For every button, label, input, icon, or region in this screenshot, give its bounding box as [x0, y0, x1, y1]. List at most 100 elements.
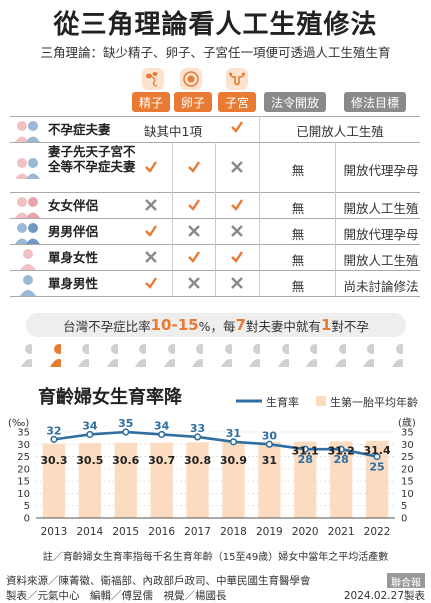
- uterus-icon: [226, 68, 248, 90]
- header-law-open: 法令開放: [264, 92, 326, 112]
- x-tick-label: 2014: [76, 526, 103, 538]
- cross-icon: [231, 161, 243, 173]
- birth-rate-point: [50, 435, 58, 443]
- birth-rate-label: 32: [46, 424, 61, 437]
- person-icon: [21, 344, 32, 367]
- age-bar: [114, 442, 137, 518]
- left-tick-label: 15: [17, 477, 30, 488]
- person-icon: [220, 344, 232, 367]
- header-egg: 卵子: [174, 92, 212, 112]
- production-credits: 製表／元氣中心 編輯／傅昱儒 視覺／楊國長: [6, 590, 227, 602]
- check-icon: [231, 121, 243, 133]
- check-icon: [231, 199, 243, 211]
- person-icon: [277, 344, 289, 367]
- goal-text: 開放代理孕母: [343, 163, 419, 178]
- check-icon: [145, 225, 157, 237]
- x-tick-label: 2018: [220, 526, 247, 538]
- birth-rate-label: 34: [82, 419, 98, 432]
- law-status: 無: [291, 201, 305, 216]
- birth-rate-label: 30: [262, 429, 278, 442]
- x-tick-label: 2015: [112, 526, 139, 538]
- stat-n1: 1: [320, 316, 332, 334]
- cross-icon: [188, 225, 200, 237]
- age-bar-label: 31.1: [292, 445, 319, 458]
- age-bar-label: 31.2: [328, 444, 355, 457]
- check-icon: [231, 251, 243, 263]
- person-icon: [334, 344, 346, 367]
- age-bar-label: 30.6: [112, 454, 139, 467]
- person-icon: [249, 344, 260, 367]
- person-icon: [106, 344, 118, 367]
- publish-date: 2024.02.27製表: [343, 588, 425, 603]
- right-tick-label: 30: [401, 440, 414, 451]
- couple-avatar: [14, 157, 42, 179]
- law-status: 無: [291, 253, 305, 268]
- x-tick-label: 2019: [256, 526, 283, 538]
- header-goal: 修法目標: [344, 92, 406, 112]
- right-tick-label: 35: [401, 428, 414, 439]
- infertile-person-icon: [49, 344, 61, 367]
- left-tick-label: 5: [24, 501, 30, 512]
- stat-mid: 對夫妻中就有: [245, 318, 321, 334]
- age-bar: [78, 443, 101, 518]
- egg-icon: [180, 68, 202, 90]
- row-divider: [10, 116, 420, 117]
- birth-rate-point: [337, 445, 345, 453]
- left-tick-label: 25: [17, 452, 30, 463]
- cross-icon: [231, 225, 243, 237]
- sperm-icon: [142, 68, 164, 90]
- age-bar-label: 30.7: [148, 454, 175, 467]
- cross-icon: [145, 199, 157, 211]
- cross-icon: [188, 277, 200, 289]
- right-tick-label: 10: [401, 489, 414, 500]
- age-bar-label: 31.4: [363, 444, 390, 457]
- stat-pct: 10-15: [150, 316, 199, 334]
- law-status: 無: [291, 227, 305, 242]
- stat-n7: 7: [235, 316, 246, 334]
- row-label: 單身女性: [48, 250, 99, 265]
- birth-rate-point: [301, 445, 309, 453]
- person-icon: [78, 344, 89, 367]
- person-icon: [163, 344, 175, 367]
- check-icon: [145, 277, 157, 289]
- chart-title: 育齡婦女生育率降: [38, 387, 182, 408]
- infertility-stat: 台灣不孕症比率 10-15 %，每 7 對夫妻中就有 1 對不孕: [26, 313, 406, 337]
- birth-rate-label: 34: [154, 419, 170, 432]
- right-tick-label: 0: [401, 514, 407, 525]
- row-label: 男男伴侶: [48, 224, 99, 239]
- age-bar: [42, 443, 66, 518]
- row-label: 妻子先天子宮不全等不孕症夫妻: [48, 144, 136, 174]
- x-tick-label: 2013: [41, 526, 68, 538]
- left-tick-label: 20: [17, 464, 30, 475]
- x-tick-label: 2017: [184, 526, 211, 538]
- legend-birth-rate: 生育率: [266, 396, 299, 409]
- missing-one-text: 缺其中1項: [144, 124, 202, 139]
- x-tick-label: 2016: [148, 526, 175, 538]
- birth-rate-line: [53, 430, 378, 458]
- subtitle: 三角理論：缺少精子、卵子、子宮任一項便可透過人工生殖生育: [40, 45, 391, 60]
- age-bar: [222, 442, 245, 518]
- legend-bar-swatch: [316, 396, 326, 406]
- col-divider: [172, 142, 173, 296]
- check-icon: [145, 161, 157, 173]
- x-tick-label: 2022: [364, 526, 391, 538]
- male-pair-avatar: [14, 222, 42, 244]
- single-female-avatar: [14, 248, 42, 270]
- x-tick-label: 2021: [328, 526, 355, 538]
- age-bar-label: 31: [262, 454, 277, 467]
- person-icon: [363, 344, 374, 367]
- check-icon: [188, 199, 200, 211]
- x-tick-label: 2020: [292, 526, 319, 538]
- goal-text: 開放人工生殖: [343, 253, 419, 268]
- law-status: 無: [291, 279, 305, 294]
- check-icon: [188, 251, 200, 263]
- age-bar-label: 30.9: [220, 454, 247, 467]
- age-bar-label: 30.8: [184, 454, 211, 467]
- birth-rate-label: 28: [298, 453, 313, 466]
- birth-rate-point: [122, 428, 130, 436]
- birth-rate-point: [193, 433, 202, 441]
- header-uterus: 子宮: [218, 92, 256, 112]
- row-label: 不孕症夫妻: [48, 122, 111, 137]
- age-bar: [258, 441, 281, 518]
- left-axis-unit: (‰): [8, 418, 29, 429]
